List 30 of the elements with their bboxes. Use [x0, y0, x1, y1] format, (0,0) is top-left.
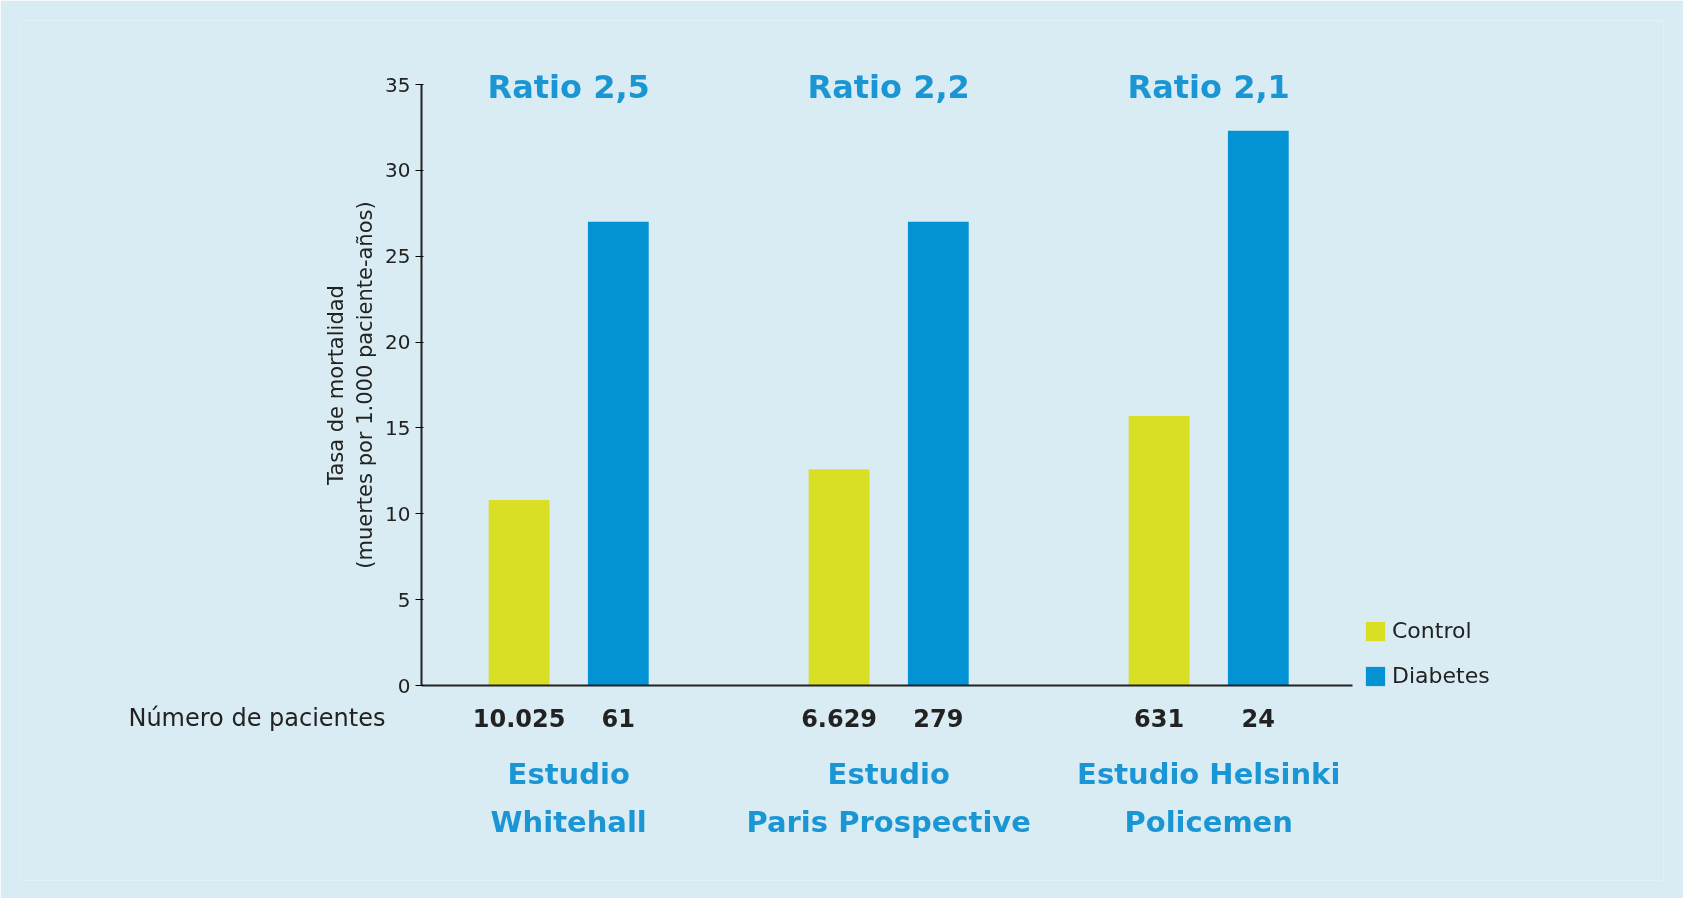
y-tick-label: 5: [397, 587, 411, 612]
y-axis-title: Tasa de mortalidad (muertes por 1.000 paciente-años): [324, 201, 378, 569]
legend-label: Diabetes: [1392, 663, 1490, 688]
y-tick-label: 25: [385, 244, 411, 269]
annotation: Ratio 2,1: [1127, 67, 1290, 106]
y-tick-label: 35: [385, 72, 411, 97]
y-tick-label: 15: [385, 415, 411, 440]
text: 24: [1241, 704, 1276, 733]
text: 61: [601, 704, 636, 733]
y-tick-label: 0: [397, 673, 411, 698]
bar: [1128, 415, 1190, 686]
bar: [907, 221, 969, 686]
text: Número de pacientes: [128, 703, 386, 732]
x-tick-label: Estudio Helsinki Policemen: [1077, 756, 1341, 839]
x-tick-label: Estudio Paris Prospective: [746, 756, 1031, 839]
y-tick-label: 10: [385, 501, 411, 526]
annotation: Ratio 2,2: [807, 67, 970, 106]
text: 631: [1134, 704, 1185, 733]
x-tick-label: Estudio Whitehall: [490, 756, 647, 839]
text: 6.629: [801, 704, 878, 733]
y-tick-label: 30: [385, 158, 411, 183]
y-tick-label: 20: [385, 330, 411, 355]
text: 10.025: [472, 704, 566, 733]
bar: [1227, 130, 1289, 686]
annotation: Ratio 2,5: [487, 67, 650, 106]
text: 279: [913, 704, 964, 733]
legend-label: Control: [1392, 618, 1472, 643]
bar: [587, 221, 649, 686]
bar: [488, 500, 550, 686]
bar: [808, 469, 870, 686]
